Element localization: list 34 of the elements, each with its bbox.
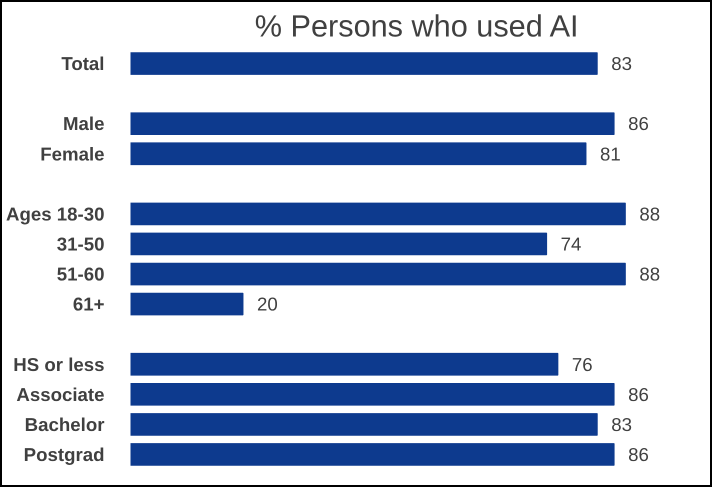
bar	[130, 443, 615, 466]
data-label: 81	[600, 143, 621, 164]
data-label: 86	[628, 444, 649, 465]
y-tick-label: Male	[63, 113, 105, 134]
data-label: 86	[628, 113, 649, 134]
y-tick-label: Total	[61, 53, 105, 74]
y-tick-label: Ages 18-30	[6, 203, 105, 224]
data-label: 20	[256, 294, 278, 315]
data-label: 74	[560, 233, 582, 254]
chart-title: % Persons who used AI	[254, 10, 579, 44]
bar	[130, 52, 598, 75]
bar	[130, 112, 615, 136]
data-label: 88	[639, 203, 660, 224]
bar	[130, 202, 626, 226]
y-tick-label: Associate	[16, 384, 105, 405]
y-tick-label: Female	[40, 143, 104, 164]
bar	[130, 352, 558, 376]
data-label: 86	[628, 384, 649, 405]
bar	[130, 292, 244, 316]
data-label: 88	[639, 264, 660, 285]
y-tick-label: HS or less	[13, 354, 104, 375]
y-tick-label: 61+	[72, 294, 105, 315]
bar	[130, 232, 548, 256]
y-tick-label: Bachelor	[24, 414, 105, 435]
y-tick-label: Postgrad	[24, 444, 105, 465]
bar	[130, 262, 626, 286]
y-tick-label: 31-50	[56, 233, 105, 254]
bar	[130, 382, 615, 406]
bar	[130, 413, 598, 436]
y-tick-label: 51-60	[56, 264, 105, 285]
data-label: 76	[572, 354, 593, 375]
data-label: 83	[611, 414, 632, 435]
data-label: 83	[611, 53, 632, 74]
bar	[130, 142, 586, 166]
